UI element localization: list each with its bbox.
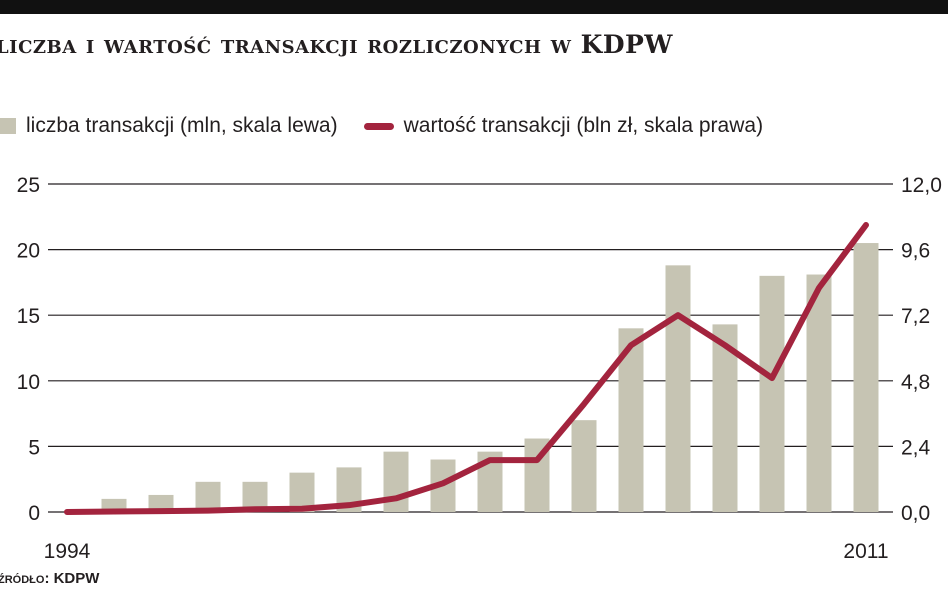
y-left-tick-label: 10 <box>17 371 40 394</box>
y-right-tick-label: 0,0 <box>901 502 930 525</box>
bar <box>571 420 597 512</box>
y-right-tick-label: 12,0 <box>901 174 942 197</box>
chart-title: liczba i wartość transakcji rozliczonych… <box>0 30 673 59</box>
legend-bar-swatch <box>0 118 16 134</box>
y-left-tick-label: 5 <box>28 436 40 459</box>
y-left-tick-label: 25 <box>17 174 40 197</box>
bar <box>383 451 409 512</box>
y-right-tick-label: 7,2 <box>901 305 930 328</box>
bar <box>665 265 691 512</box>
bar <box>195 481 221 512</box>
legend-line-label: wartość transakcji (bln zł, skala prawa) <box>403 114 764 137</box>
x-tick-label: 1994 <box>44 540 91 563</box>
bar <box>853 243 879 513</box>
y-left-tick-label: 15 <box>17 305 40 328</box>
bar <box>148 494 174 512</box>
y-right-tick-label: 9,6 <box>901 240 930 263</box>
top-rule <box>0 0 948 14</box>
y-right-tick-label: 2,4 <box>901 436 931 459</box>
value-line <box>64 222 869 515</box>
bar <box>759 275 785 512</box>
bar <box>712 324 738 512</box>
legend-bars-label: liczba transakcji (mln, skala lewa) <box>26 114 338 137</box>
y-left-tick-label: 0 <box>28 502 40 525</box>
legend-line-swatch <box>363 122 394 130</box>
x-tick-label: 2011 <box>843 540 888 563</box>
bar <box>806 274 832 512</box>
legend: liczba transakcji (mln, skala lewa) wart… <box>0 114 763 138</box>
y-left-tick-label: 20 <box>17 240 40 263</box>
source-note: źródło: KDPW <box>0 570 100 587</box>
y-right-tick-label: 4,8 <box>901 371 930 394</box>
